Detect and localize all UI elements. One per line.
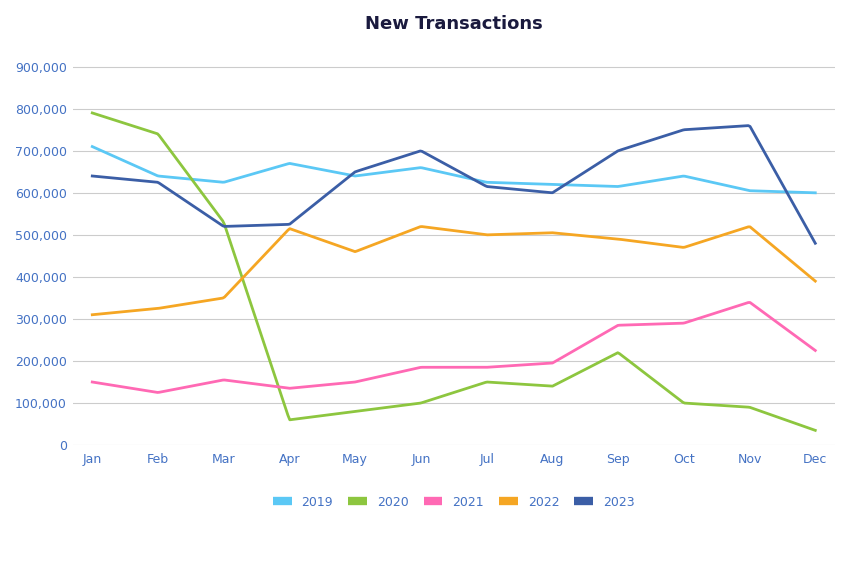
2020: [174, 159, 184, 166]
2020: [609, 351, 620, 358]
2021: [376, 373, 386, 380]
2023: [373, 161, 383, 168]
2020: [810, 427, 820, 434]
Legend: 2019, 2020, 2021, 2022, 2023: 2019, 2020, 2021, 2022, 2023: [268, 491, 640, 514]
2022: [323, 239, 333, 246]
2021: [615, 322, 625, 329]
2022: [544, 230, 554, 236]
2022: [810, 278, 820, 285]
2022: [417, 223, 428, 230]
2021: [176, 384, 186, 391]
2021: [745, 299, 755, 306]
2019: [609, 183, 620, 190]
2021: [810, 347, 820, 354]
2021: [325, 381, 335, 388]
2023: [542, 189, 552, 196]
2023: [810, 240, 820, 247]
2023: [174, 193, 184, 200]
2019: [174, 175, 184, 181]
2020: [88, 109, 98, 116]
2021: [611, 323, 621, 330]
2019: [88, 143, 98, 150]
Line: 2023: 2023: [93, 126, 815, 243]
2022: [615, 236, 625, 243]
Line: 2022: 2022: [93, 227, 815, 315]
Line: 2020: 2020: [93, 113, 815, 430]
2023: [323, 191, 333, 197]
2020: [542, 383, 552, 390]
2021: [544, 360, 554, 367]
2022: [611, 235, 621, 242]
2020: [373, 405, 383, 412]
2023: [743, 122, 753, 129]
2022: [174, 302, 184, 308]
2022: [88, 311, 98, 318]
2022: [373, 239, 383, 246]
2019: [613, 183, 623, 190]
2019: [373, 170, 383, 176]
Title: New Transactions: New Transactions: [365, 15, 542, 33]
2021: [152, 389, 162, 396]
2021: [88, 379, 98, 386]
2019: [323, 167, 333, 174]
Line: 2021: 2021: [93, 302, 815, 392]
2020: [323, 412, 333, 418]
2020: [613, 349, 623, 356]
2023: [609, 150, 620, 156]
2019: [810, 189, 820, 196]
Line: 2019: 2019: [93, 146, 815, 193]
2023: [613, 147, 623, 154]
2019: [542, 181, 552, 188]
2023: [88, 172, 98, 179]
